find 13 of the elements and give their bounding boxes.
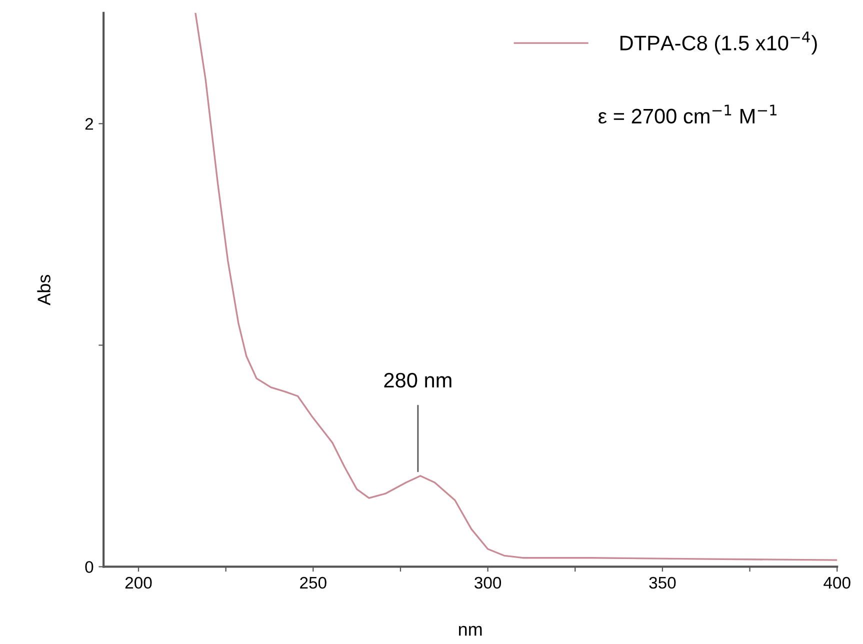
x-tick-label: 400 <box>824 576 850 589</box>
y-tick-label: 2 <box>85 118 93 130</box>
x-axis-title: nm <box>458 626 482 636</box>
legend-label: DTPA-C8 (1.5 x10$^{−4}$) <box>620 32 817 55</box>
line-series <box>194 12 838 561</box>
x-tick-label: 350 <box>649 576 676 589</box>
x-tick-label: 200 <box>125 576 152 589</box>
y-tick-label: 0 <box>85 561 94 573</box>
x-tick-label: 300 <box>474 576 502 589</box>
annotation: 280 nm <box>384 372 452 388</box>
annotation: ε = 2700 cm$^{−1}$ M$^{−1}$ <box>598 104 776 124</box>
y-axis-title: Abs <box>37 274 50 306</box>
x-tick-label: 250 <box>300 576 326 589</box>
